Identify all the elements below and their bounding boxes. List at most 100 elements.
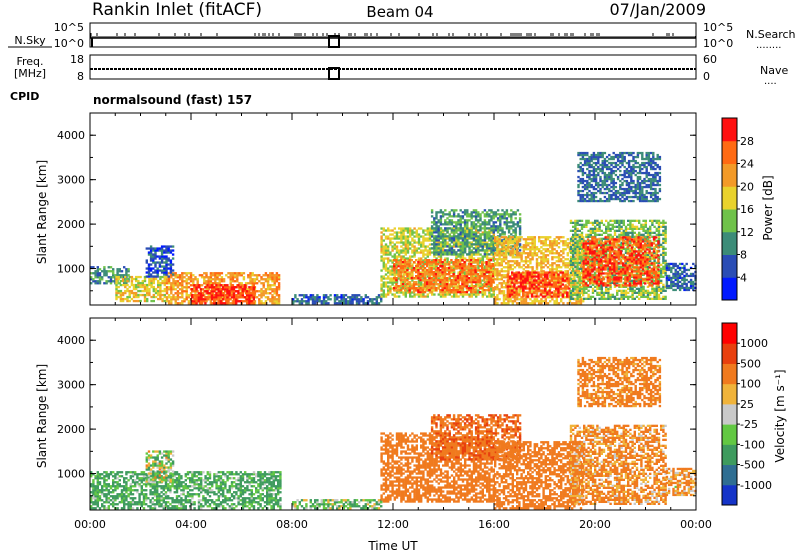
power-cell <box>105 274 108 277</box>
power-cell <box>461 259 464 262</box>
power-cell <box>483 275 486 278</box>
power-cell <box>161 297 164 301</box>
power-cell <box>98 268 102 271</box>
power-cell <box>546 271 549 274</box>
power-cell <box>459 273 462 276</box>
power-cell <box>384 247 388 250</box>
power-cell <box>516 264 519 267</box>
power-cell <box>211 282 215 285</box>
power-cell <box>585 219 588 222</box>
power-cell <box>502 292 506 295</box>
power-cell <box>130 283 134 287</box>
power-cell <box>139 283 142 287</box>
power-cell <box>452 233 456 236</box>
power-cell <box>533 248 536 251</box>
power-cell <box>456 289 460 292</box>
power-cell <box>563 275 567 278</box>
power-cell <box>511 289 514 292</box>
power-cell <box>500 236 503 239</box>
power-cell <box>538 240 541 243</box>
power-cell <box>465 277 468 280</box>
power-cell <box>446 237 449 240</box>
power-cell <box>516 246 519 249</box>
power-cell <box>459 261 462 264</box>
power-cell <box>167 288 171 291</box>
power-cell <box>443 271 446 274</box>
power-cell <box>477 239 480 242</box>
power-cell <box>199 292 203 295</box>
power-cell <box>483 233 487 236</box>
power-cell <box>454 267 457 270</box>
power-cell <box>426 231 429 234</box>
power-cell <box>264 278 268 281</box>
power-cell <box>169 251 173 254</box>
power-cell <box>483 231 487 234</box>
power-cell <box>522 260 525 263</box>
power-cell <box>459 229 462 232</box>
power-cell <box>551 246 554 249</box>
power-cell <box>183 300 186 303</box>
power-cell <box>147 251 151 254</box>
power-cell <box>524 240 528 243</box>
noise-left-tick-top: 10^5 <box>54 21 84 34</box>
power-cell <box>205 280 208 283</box>
power-cell <box>477 221 480 224</box>
power-cell <box>101 276 104 279</box>
power-cell <box>262 278 265 281</box>
power-cell <box>450 251 454 254</box>
power-cell <box>399 271 402 274</box>
power-cell <box>516 302 519 305</box>
power-cell <box>500 268 503 271</box>
power-cell <box>412 267 416 270</box>
power-cell <box>430 247 434 250</box>
power-cell <box>444 239 447 242</box>
power-cell <box>382 253 385 256</box>
power-cell <box>238 274 241 277</box>
power-cell <box>583 281 586 284</box>
power-cell <box>422 293 425 296</box>
power-cell <box>566 272 569 275</box>
power-cell <box>524 248 528 251</box>
power-cell <box>549 264 552 267</box>
power-cell <box>202 292 205 295</box>
power-cell <box>511 271 514 274</box>
power-cell <box>563 291 567 294</box>
power-cell <box>470 259 473 262</box>
power-cell <box>424 237 427 240</box>
power-cell <box>235 294 238 297</box>
power-cell <box>399 275 402 278</box>
power-cell <box>311 294 315 297</box>
power-cell <box>124 285 127 289</box>
power-cell <box>154 295 158 299</box>
power-cell <box>474 261 477 264</box>
power-cell <box>483 249 487 252</box>
power-cell <box>216 282 219 285</box>
power-cell <box>300 294 304 297</box>
power-cell <box>430 269 433 272</box>
power-cell <box>463 213 467 216</box>
power-cell <box>314 302 317 305</box>
power-cell <box>421 279 424 282</box>
power-cell <box>437 275 440 278</box>
power-cell <box>441 239 445 242</box>
power-cell <box>393 281 396 284</box>
power-cell <box>500 248 503 251</box>
power-cell <box>514 217 517 220</box>
power-cell <box>441 289 444 292</box>
power-cell <box>434 275 438 278</box>
power-cell <box>152 275 155 278</box>
power-cell <box>483 215 487 218</box>
power-cell <box>488 227 491 230</box>
power-cell <box>472 261 475 264</box>
power-cell <box>557 252 561 255</box>
power-cell <box>542 252 545 255</box>
power-cell <box>252 298 255 301</box>
power-cell <box>485 211 489 214</box>
power-cell <box>206 296 209 299</box>
power-cell <box>456 261 460 264</box>
power-cell <box>176 286 180 289</box>
power-cell <box>490 251 493 254</box>
power-cell <box>535 294 539 297</box>
power-cell <box>169 271 173 274</box>
power-cell <box>572 291 575 294</box>
